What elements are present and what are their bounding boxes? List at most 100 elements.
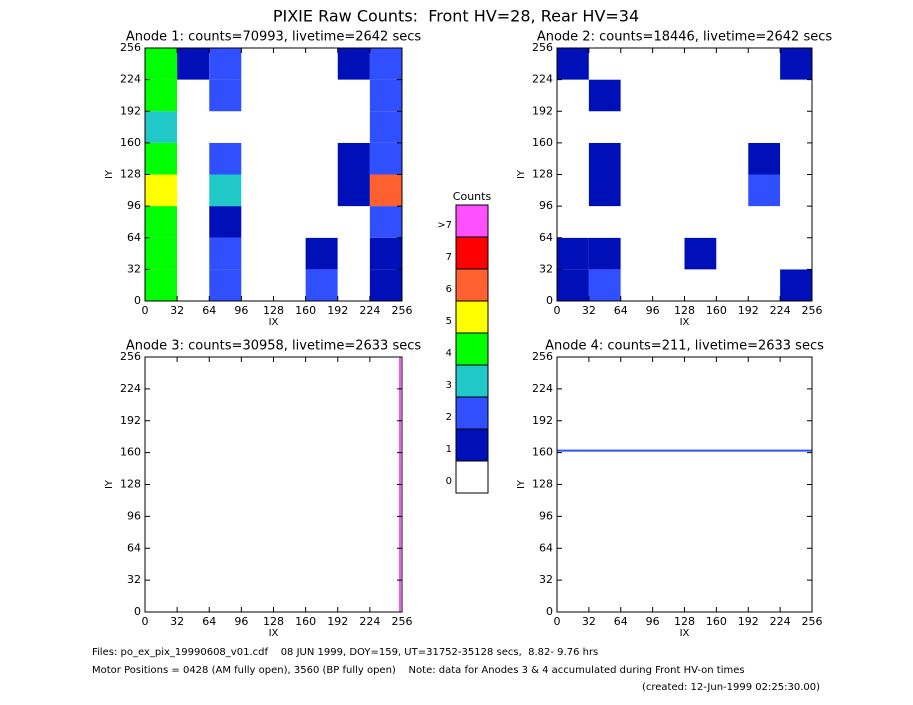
heat-cell (588, 420, 621, 453)
heat-cell (557, 388, 589, 421)
y-tick-label: 0 (546, 294, 553, 307)
heat-cell (557, 516, 589, 549)
heat-cell (620, 237, 653, 270)
heat-cell (748, 484, 781, 517)
heat-cell (337, 269, 370, 301)
heat-cell (557, 237, 589, 270)
heat-cell (145, 388, 178, 421)
heat-cell (369, 580, 402, 612)
heat-cell (145, 452, 178, 485)
heat-cell (273, 516, 306, 549)
heat-cell (588, 548, 621, 581)
heat-cell (557, 174, 589, 207)
colorbar-swatch (455, 236, 489, 270)
heat-cell (241, 452, 274, 485)
heat-cell (588, 237, 621, 270)
heat-cell (716, 174, 749, 207)
heat-cell (241, 388, 274, 421)
heat-cell (145, 580, 178, 612)
y-tick-label: 0 (134, 294, 141, 307)
heat-cell (684, 79, 717, 112)
y-tick-label: 224 (120, 382, 141, 395)
heat-cell (177, 269, 210, 301)
heat-cell (780, 269, 812, 301)
x-tick-label: 128 (263, 615, 284, 628)
y-tick-label: 0 (134, 605, 141, 618)
heat-cell (557, 269, 589, 301)
heat-cell (557, 206, 589, 238)
heat-cell (305, 269, 338, 301)
heat-cell (241, 48, 274, 80)
heat-cell (557, 48, 589, 80)
heat-cell (337, 111, 370, 143)
colorbar-swatch (455, 428, 489, 462)
heat-cell (209, 420, 242, 453)
heat-cell (780, 580, 812, 612)
heat-cell (305, 420, 338, 453)
heat-cell (588, 580, 621, 612)
heat-cell (273, 111, 306, 143)
heat-cell (684, 269, 717, 301)
heat-cell (716, 580, 749, 612)
y-tick-label: 64 (127, 231, 141, 244)
y-tick-label: 160 (532, 446, 553, 459)
heat-cell (337, 516, 370, 549)
heat-cell (369, 357, 402, 389)
heat-cell (684, 452, 717, 485)
heat-cell (620, 111, 653, 143)
y-tick-label: 256 (532, 350, 553, 363)
y-tick-label: 128 (120, 168, 141, 181)
heat-cell (588, 174, 621, 207)
heat-cell (177, 516, 210, 549)
heat-cell (588, 357, 621, 389)
x-axis-label: IX (269, 317, 279, 328)
heat-cell (557, 452, 589, 485)
heat-cell (588, 484, 621, 517)
heat-cell (748, 357, 781, 389)
heat-cell (748, 548, 781, 581)
heat-cell (684, 357, 717, 389)
heat-cell (177, 484, 210, 517)
heat-cell (780, 516, 812, 549)
colorbar-label: 6 (446, 284, 452, 295)
heat-cell (588, 269, 621, 301)
heat-cell (305, 174, 338, 207)
y-tick-label: 224 (120, 73, 141, 86)
heat-cell (305, 452, 338, 485)
heat-cell (369, 111, 402, 143)
colorbar-label: 2 (446, 412, 452, 423)
heat-cell (177, 388, 210, 421)
y-tick-label: 192 (532, 414, 553, 427)
heat-cell (273, 388, 306, 421)
panel-title: Anode 4: counts=211, livetime=2633 secs (545, 339, 824, 354)
heat-cell (748, 452, 781, 485)
heat-cell (241, 79, 274, 112)
heat-cell (716, 237, 749, 270)
heat-cell (780, 48, 812, 80)
heat-cell (588, 388, 621, 421)
y-tick-label: 256 (120, 41, 141, 54)
heat-cell (369, 388, 402, 421)
heat-cell (620, 420, 653, 453)
heat-cell (780, 142, 812, 175)
x-tick-label: 64 (202, 615, 216, 628)
heat-cell (620, 388, 653, 421)
colorbar-swatch (455, 396, 489, 430)
heat-cell (652, 111, 685, 143)
heat-cell (337, 420, 370, 453)
y-tick-label: 160 (120, 446, 141, 459)
heat-cell (177, 357, 210, 389)
heat-cell (652, 142, 685, 175)
y-tick-label: 32 (539, 262, 553, 275)
heat-cell (716, 484, 749, 517)
heat-cell (145, 548, 178, 581)
heat-cell (652, 237, 685, 270)
heat-cell (748, 237, 781, 270)
x-tick-label: 192 (738, 304, 759, 317)
heat-cell (177, 206, 210, 238)
heat-cell (620, 174, 653, 207)
heat-cell (241, 484, 274, 517)
heat-cell (209, 484, 242, 517)
heat-cell (780, 484, 812, 517)
